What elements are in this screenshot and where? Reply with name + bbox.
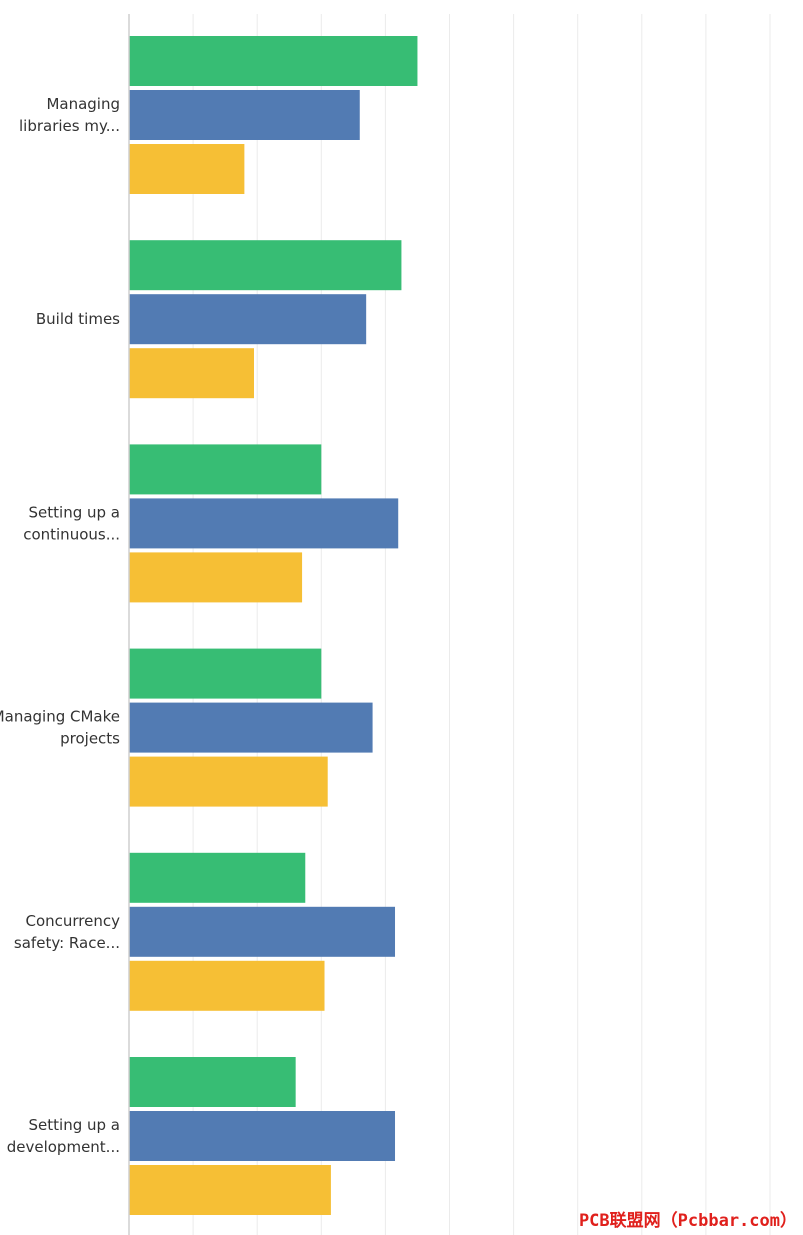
category-label-line: Setting up a [29, 1116, 120, 1134]
bar-6-series-1[interactable] [129, 1057, 296, 1107]
category-label: Managing libraries my... [19, 95, 120, 135]
bar-3-series-3[interactable] [129, 552, 303, 603]
category-label-line: development... [7, 1138, 120, 1156]
category-label-line: libraries my... [19, 117, 120, 135]
category-label-line: continuous... [23, 525, 120, 543]
bar-5-series-1[interactable] [129, 852, 306, 903]
bar-1-series-1[interactable] [129, 36, 418, 86]
bar-2-series-1[interactable] [129, 240, 402, 291]
bar-1-series-2[interactable] [129, 90, 360, 140]
category-label-line: Build times [36, 310, 120, 328]
category-label: Setting up a continuous... [23, 503, 120, 543]
bar-2-series-2[interactable] [129, 294, 367, 345]
bar-1-series-3[interactable] [129, 144, 245, 194]
bar-3-series-1[interactable] [129, 444, 322, 495]
bar-2-series-3[interactable] [129, 348, 254, 399]
bar-5-series-3[interactable] [129, 960, 325, 1011]
category-label: Setting up a development... [7, 1116, 120, 1156]
bar-4-series-3[interactable] [129, 756, 328, 807]
category-label-line: Managing [46, 95, 120, 113]
bar-4-series-1[interactable] [129, 648, 322, 699]
category-label: Build times [36, 310, 120, 328]
bar-5-series-2[interactable] [129, 906, 396, 957]
category-label-line: Concurrency [25, 912, 120, 930]
bar-4-series-2[interactable] [129, 702, 373, 753]
category-label-line: projects [60, 730, 120, 748]
category-label-line: Managing CMake [0, 708, 120, 726]
bar-6-series-2[interactable] [129, 1111, 396, 1161]
bar-6-series-3[interactable] [129, 1165, 331, 1215]
category-label-line: Setting up a [29, 503, 120, 521]
watermark-text: PCB联盟网（Pcbbar.com） [578, 1211, 797, 1231]
bar-3-series-2[interactable] [129, 498, 399, 549]
category-label: Managing CMake projects [0, 708, 120, 748]
category-label-line: safety: Race... [14, 934, 120, 952]
category-label: Concurrency safety: Race... [14, 912, 120, 952]
